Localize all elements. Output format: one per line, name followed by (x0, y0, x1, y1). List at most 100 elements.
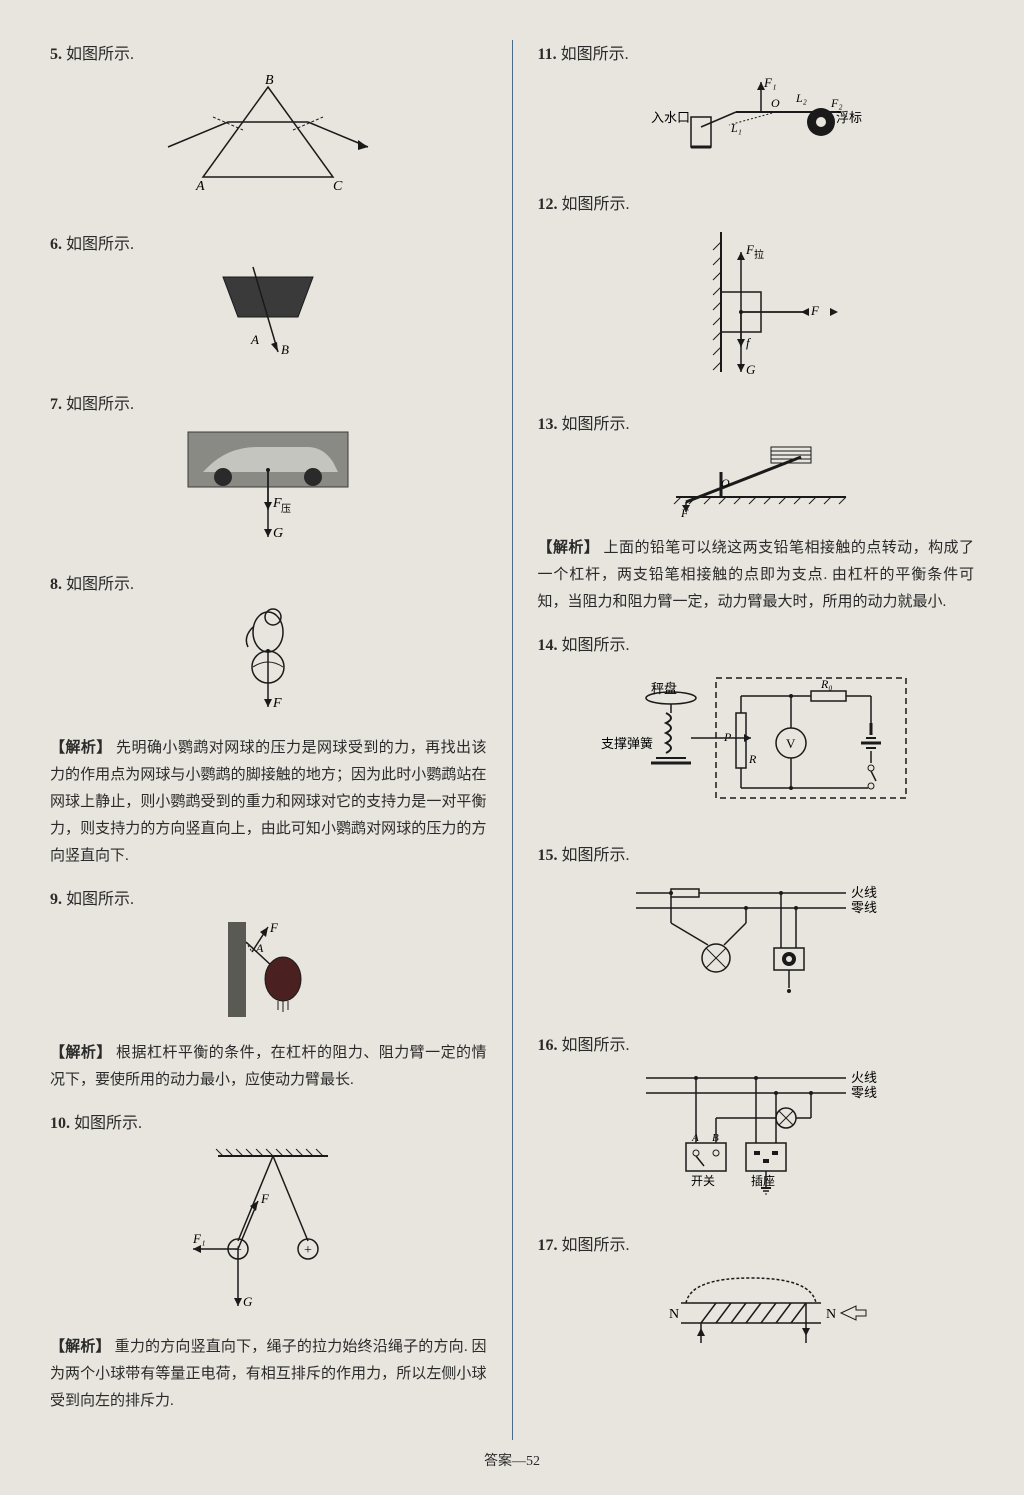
item-16-num: 16. (538, 1037, 558, 1054)
analysis-label: 【解析】 (50, 740, 112, 756)
svg-text:C: C (333, 179, 343, 194)
svg-text:P: P (723, 730, 732, 744)
item-7-num: 7. (50, 396, 62, 413)
svg-text:零线: 零线 (851, 1085, 877, 1100)
item-9-header: 9. 如图所示. (50, 885, 487, 909)
svg-text:入水口: 入水口 (651, 110, 690, 125)
item-9-analysis: 【解析】 根据杠杆平衡的条件，在杠杆的阻力、阻力臂一定的情况下，要使所用的动力最… (50, 1040, 487, 1094)
svg-text:A: A (691, 1132, 699, 1144)
item-7-header: 7. 如图所示. (50, 390, 487, 414)
svg-text:F: F (272, 696, 282, 711)
svg-text:插座: 插座 (751, 1173, 775, 1188)
svg-text:V: V (786, 736, 796, 751)
item-9-num: 9. (50, 891, 62, 908)
analysis-text: 重力的方向竖直向下，绳子的拉力始终沿绳子的方向. 因为两个小球带有等量正电荷，有… (50, 1339, 487, 1409)
svg-text:支撑弹簧: 支撑弹簧 (601, 736, 653, 751)
item-13-analysis: 【解析】 上面的铅笔可以绕这两支铅笔相接触的点转动，构成了一个杠杆，两支铅笔相接… (538, 535, 975, 616)
item-13-header: 13. 如图所示. (538, 410, 975, 434)
item-13-text: 如图所示. (562, 416, 630, 433)
item-13: 13. 如图所示. (538, 410, 975, 616)
svg-text:O: O (771, 96, 780, 110)
item-5-num: 5. (50, 46, 62, 63)
item-16: 16. 如图所示. 火线 零线 A B (538, 1031, 975, 1216)
item-15-header: 15. 如图所示. (538, 841, 975, 865)
item-12-header: 12. 如图所示. (538, 190, 975, 214)
svg-text:拉: 拉 (754, 248, 764, 261)
svg-text:O: O (721, 476, 730, 490)
item-11-header: 11. 如图所示. (538, 40, 975, 64)
trapezoid-figure: A B (50, 262, 487, 367)
item-14-num: 14. (538, 637, 558, 654)
item-10-text: 如图所示. (74, 1115, 142, 1132)
item-6-header: 6. 如图所示. (50, 230, 487, 254)
item-10: 10. 如图所示. + (50, 1109, 487, 1415)
svg-text:G: G (243, 1294, 253, 1309)
svg-text:R: R (748, 752, 757, 766)
svg-text:G: G (273, 526, 283, 541)
svg-text:压: 压 (281, 503, 291, 515)
item-9-text: 如图所示. (66, 891, 134, 908)
item-8-text: 如图所示. (66, 576, 134, 593)
item-5-text: 如图所示. (66, 46, 134, 63)
svg-text:浮标: 浮标 (836, 110, 862, 125)
circuit-figure: 秤盘 支撑弹簧 P R V R₀ (538, 663, 975, 818)
wiring-figure-15: 火线 零线 (538, 873, 975, 1008)
solenoid-figure: N N (538, 1263, 975, 1358)
item-12-text: 如图所示. (562, 196, 630, 213)
svg-text:R₀: R₀ (820, 677, 833, 691)
item-11-num: 11. (538, 46, 557, 63)
item-15-text: 如图所示. (562, 847, 630, 864)
analysis-text: 先明确小鹦鹉对网球的压力是网球受到的力，再找出该力的作用点为网球与小鹦鹉的脚接触… (50, 740, 487, 864)
balls-figure: + + F F₁ G (50, 1141, 487, 1326)
prism-figure: B A C (50, 72, 487, 207)
item-11: 11. 如图所示. F₁ O L₂ F₂ L₁ (538, 40, 975, 175)
pencil-figure: O F (538, 442, 975, 527)
svg-text:F₁: F₁ (192, 1231, 205, 1246)
page-content: 5. 如图所示. B A C (50, 40, 974, 1440)
svg-text:秤盘: 秤盘 (651, 681, 677, 696)
item-14: 14. 如图所示. 秤盘 支撑弹簧 P R (538, 631, 975, 826)
svg-text:+: + (304, 1243, 312, 1258)
item-11-text: 如图所示. (561, 46, 629, 63)
item-16-header: 16. 如图所示. (538, 1031, 975, 1055)
analysis-label: 【解析】 (538, 540, 600, 556)
lantern-figure: F A (50, 917, 487, 1032)
item-12-num: 12. (538, 196, 558, 213)
svg-text:零线: 零线 (851, 900, 877, 915)
item-14-text: 如图所示. (562, 637, 630, 654)
car-figure: F 压 G (50, 422, 487, 547)
item-7: 7. 如图所示. F 压 G (50, 390, 487, 555)
svg-text:F: F (810, 303, 820, 318)
item-6-text: 如图所示. (66, 236, 134, 253)
svg-text:N: N (826, 1307, 836, 1322)
item-8-analysis: 【解析】 先明确小鹦鹉对网球的压力是网球受到的力，再找出该力的作用点为网球与小鹦… (50, 735, 487, 870)
item-17-header: 17. 如图所示. (538, 1231, 975, 1255)
item-10-num: 10. (50, 1115, 70, 1132)
item-7-text: 如图所示. (66, 396, 134, 413)
svg-text:A: A (250, 332, 259, 347)
svg-text:火线: 火线 (851, 885, 877, 900)
wiring-figure-16: 火线 零线 A B 开关 插座 (538, 1063, 975, 1208)
item-8-header: 8. 如图所示. (50, 570, 487, 594)
svg-text:F: F (260, 1191, 270, 1206)
svg-text:火线: 火线 (851, 1070, 877, 1085)
item-8-num: 8. (50, 576, 62, 593)
svg-text:A: A (195, 179, 205, 194)
analysis-label: 【解析】 (50, 1045, 112, 1061)
bird-figure: F (50, 602, 487, 727)
svg-text:开关: 开关 (691, 1174, 715, 1188)
item-9: 9. 如图所示. F A 【解析】 (50, 885, 487, 1094)
item-17: 17. 如图所示. (538, 1231, 975, 1366)
item-15: 15. 如图所示. 火线 零线 (538, 841, 975, 1016)
column-divider (512, 40, 513, 1440)
svg-text:F: F (269, 920, 279, 935)
svg-text:L₂: L₂ (795, 91, 807, 105)
svg-text:B: B (281, 342, 289, 357)
item-17-num: 17. (538, 1237, 558, 1254)
item-10-analysis: 【解析】 重力的方向竖直向下，绳子的拉力始终沿绳子的方向. 因为两个小球带有等量… (50, 1334, 487, 1415)
item-6: 6. 如图所示. A B (50, 230, 487, 375)
right-column: 11. 如图所示. F₁ O L₂ F₂ L₁ (538, 40, 975, 1440)
page-footer: 答案—52 (50, 1450, 974, 1470)
item-15-num: 15. (538, 847, 558, 864)
analysis-label: 【解析】 (50, 1339, 111, 1355)
